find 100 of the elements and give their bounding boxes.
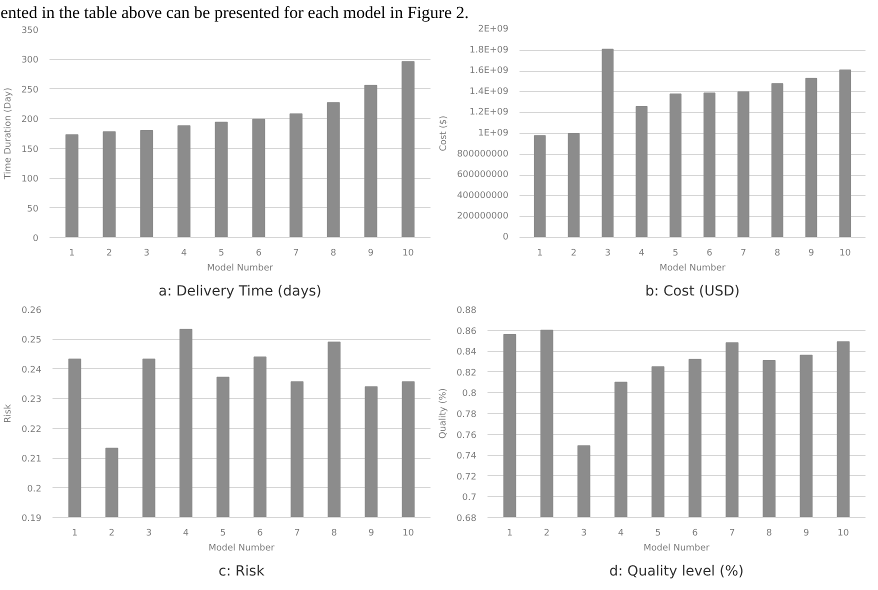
bar — [670, 93, 682, 238]
x-tick-label: 3 — [146, 528, 152, 538]
x-tick-label: 5 — [218, 248, 224, 258]
x-tick-label: 7 — [729, 528, 735, 538]
y-tick-label: 400000000 — [456, 190, 509, 201]
x-tick-label: 10 — [839, 248, 852, 258]
x-tick-label: 4 — [183, 528, 190, 538]
y-tick-label: 0.7 — [462, 493, 477, 504]
y-axis-title: Risk — [3, 403, 14, 423]
x-tick-label: 2 — [544, 528, 550, 538]
x-tick-label: 9 — [803, 528, 810, 538]
y-tick-label: 0 — [32, 234, 39, 244]
x-tick-label: 3 — [144, 248, 150, 258]
text: a: Delivery Time (days) — [158, 284, 322, 300]
y-tick-label: 1.6E+09 — [470, 66, 509, 76]
y-tick-label: 1E+09 — [478, 128, 509, 138]
bar — [65, 134, 78, 238]
bar — [534, 135, 546, 238]
y-tick-label: 800000000 — [456, 149, 509, 160]
y-tick-label: 250 — [21, 85, 39, 96]
x-tick-label: 7 — [293, 248, 299, 258]
x-tick-label: 5 — [655, 528, 661, 538]
y-tick-label: 0.84 — [456, 348, 477, 358]
y-tick-label: 150 — [21, 144, 39, 155]
bar — [602, 48, 614, 238]
x-tick-label: 8 — [330, 248, 337, 258]
x-tick-label: 2 — [570, 248, 577, 258]
bar — [402, 61, 415, 238]
y-axis-title: Quality (%) — [438, 388, 448, 439]
x-tick-label: 10 — [402, 248, 414, 258]
y-tick-label: 0.68 — [456, 514, 477, 524]
x-tick-label: 6 — [256, 248, 262, 258]
y-axis-title: Time Duration (Day) — [3, 88, 14, 180]
x-tick-label: 4 — [181, 248, 188, 258]
bar — [326, 102, 340, 238]
x-axis-title: Model Number — [659, 264, 726, 274]
text: b: Cost (USD) — [645, 284, 740, 300]
y-tick-label: 0.25 — [21, 336, 42, 346]
bar — [636, 106, 648, 238]
x-tick-label: 5 — [220, 528, 226, 538]
y-tick-label: 0.26 — [21, 306, 42, 316]
y-tick-label: 0.23 — [21, 395, 42, 406]
y-tick-label: 2E+09 — [478, 24, 509, 34]
y-tick-label: 0.21 — [21, 454, 42, 465]
bar — [737, 91, 750, 238]
x-tick-label: 9 — [808, 248, 814, 258]
bar — [771, 83, 784, 238]
x-tick-label: 4 — [618, 528, 624, 538]
y-tick-label: 0.78 — [456, 410, 477, 420]
x-tick-label: 8 — [766, 528, 772, 538]
x-tick-label: 1 — [69, 248, 75, 258]
y-tick-label: 0.19 — [21, 514, 42, 524]
bar — [177, 125, 190, 238]
y-tick-label: 1.8E+09 — [470, 45, 509, 56]
y-tick-label: 0.86 — [456, 326, 477, 337]
y-tick-label: 0.88 — [456, 306, 477, 316]
x-tick-label: 4 — [638, 248, 645, 258]
y-tick-label: 200 — [21, 115, 39, 126]
x-tick-label: 1 — [72, 528, 78, 538]
y-tick-label: 0.8 — [462, 389, 477, 400]
y-tick-label: 1.2E+09 — [470, 108, 509, 118]
y-tick-label: 0 — [502, 232, 509, 242]
x-tick-label: 7 — [294, 528, 300, 538]
x-tick-label: 5 — [672, 248, 678, 258]
x-tick-label: 6 — [692, 528, 698, 538]
y-tick-label: 0.22 — [21, 424, 42, 435]
bar — [364, 84, 378, 238]
y-tick-label: 350 — [21, 26, 39, 36]
bar — [290, 113, 303, 238]
text: c: Risk — [218, 564, 266, 580]
y-tick-label: 0.76 — [456, 430, 477, 441]
bar — [140, 130, 154, 238]
text: ented in the table above can be presented for each model in Figure 2. — [0, 3, 469, 22]
bar — [252, 118, 266, 238]
y-tick-label: 50 — [27, 204, 39, 214]
bar — [214, 122, 228, 238]
y-tick-label: 0.82 — [456, 368, 477, 378]
x-axis-title: Model Number — [206, 264, 274, 274]
x-tick-label: 10 — [838, 528, 850, 538]
x-tick-label: 2 — [106, 248, 112, 258]
x-tick-label: 10 — [402, 528, 414, 538]
x-axis-title: Model Number — [208, 544, 275, 554]
x-tick-label: 6 — [706, 248, 713, 258]
y-tick-label: 100 — [21, 174, 39, 185]
x-tick-label: 2 — [108, 528, 115, 538]
bar — [102, 131, 116, 238]
y-axis-title: Cost ($) — [438, 116, 449, 152]
x-tick-label: 8 — [331, 528, 338, 538]
x-tick-label: 9 — [368, 528, 374, 538]
x-tick-label: 3 — [604, 248, 611, 258]
text: d: Quality level (%) — [609, 564, 744, 580]
bar — [805, 78, 818, 238]
bar — [568, 133, 580, 238]
x-tick-label: 6 — [257, 528, 264, 538]
x-tick-label: 3 — [580, 528, 587, 538]
y-tick-label: 0.74 — [456, 452, 477, 462]
y-tick-label: 0.24 — [21, 365, 42, 376]
y-tick-label: 200000000 — [456, 212, 509, 222]
bar — [839, 70, 852, 238]
y-tick-label: 600000000 — [456, 170, 509, 180]
